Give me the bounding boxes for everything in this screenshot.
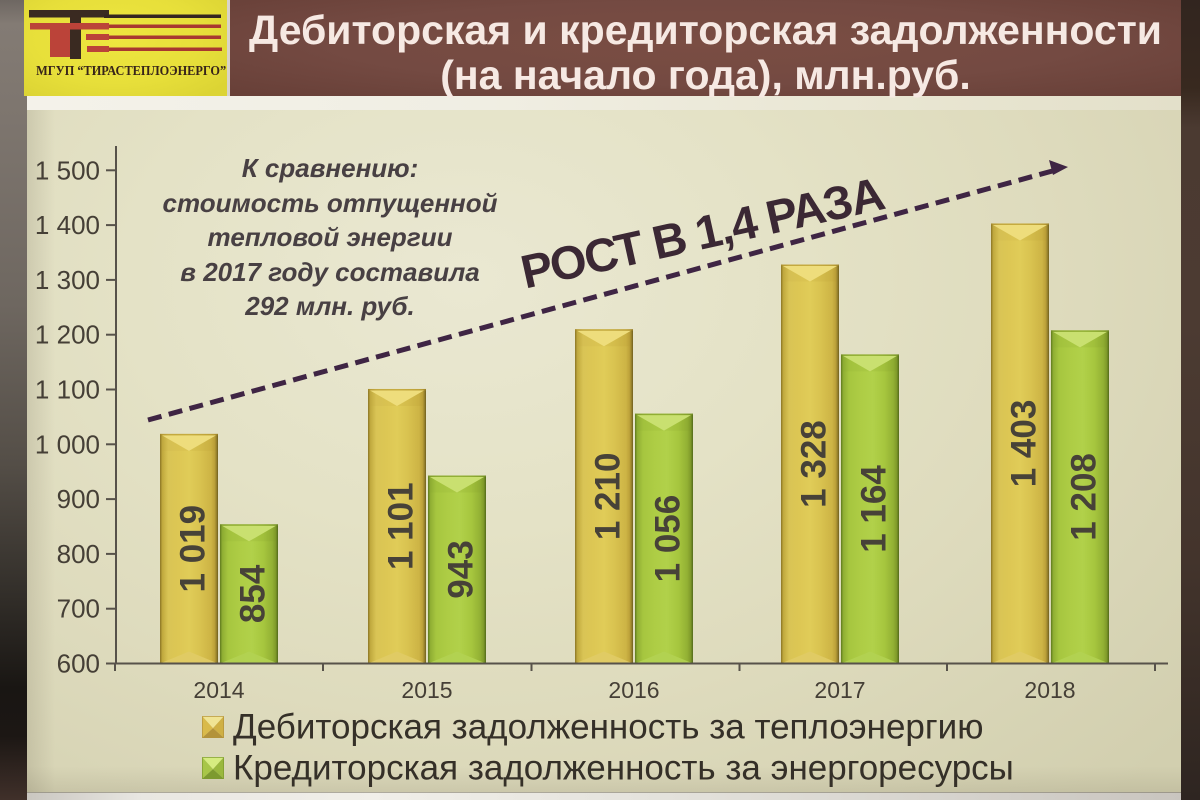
svg-text:1 210: 1 210: [589, 453, 628, 541]
svg-text:854: 854: [234, 564, 273, 623]
svg-text:943: 943: [442, 540, 481, 598]
svg-text:2018: 2018: [1024, 677, 1075, 703]
svg-text:1 403: 1 403: [1005, 400, 1044, 488]
svg-text:2017: 2017: [814, 677, 865, 703]
svg-text:Кредиторская задолженность за: Кредиторская задолженность за энергоресу…: [233, 749, 1014, 788]
svg-text:1 400: 1 400: [35, 210, 100, 240]
svg-text:1 164: 1 164: [855, 465, 894, 553]
svg-text:800: 800: [57, 539, 100, 569]
svg-text:2015: 2015: [401, 677, 452, 703]
svg-text:2016: 2016: [608, 677, 659, 703]
svg-text:900: 900: [57, 484, 100, 514]
svg-text:1 500: 1 500: [35, 155, 100, 185]
svg-text:2014: 2014: [193, 677, 244, 703]
svg-text:1 200: 1 200: [35, 320, 100, 350]
svg-text:1 208: 1 208: [1065, 453, 1104, 541]
svg-text:700: 700: [57, 594, 100, 624]
svg-text:1 328: 1 328: [795, 420, 834, 508]
svg-text:1 101: 1 101: [382, 482, 421, 570]
svg-text:1 100: 1 100: [35, 375, 100, 405]
svg-text:1 300: 1 300: [35, 265, 100, 295]
svg-text:Дебиторская задолженность за т: Дебиторская задолженность за теплоэнерги…: [233, 708, 983, 747]
svg-text:1 000: 1 000: [35, 429, 100, 459]
svg-text:1 019: 1 019: [174, 505, 213, 593]
svg-text:1 056: 1 056: [649, 495, 688, 583]
svg-text:600: 600: [57, 649, 100, 679]
